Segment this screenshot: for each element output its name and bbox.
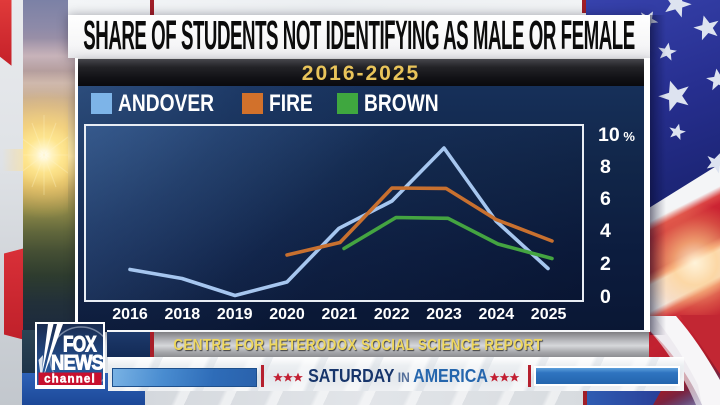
svg-text:NEWS: NEWS	[51, 351, 104, 374]
svg-text:FOX: FOX	[63, 333, 97, 358]
svg-text:channel: channel	[44, 374, 96, 386]
